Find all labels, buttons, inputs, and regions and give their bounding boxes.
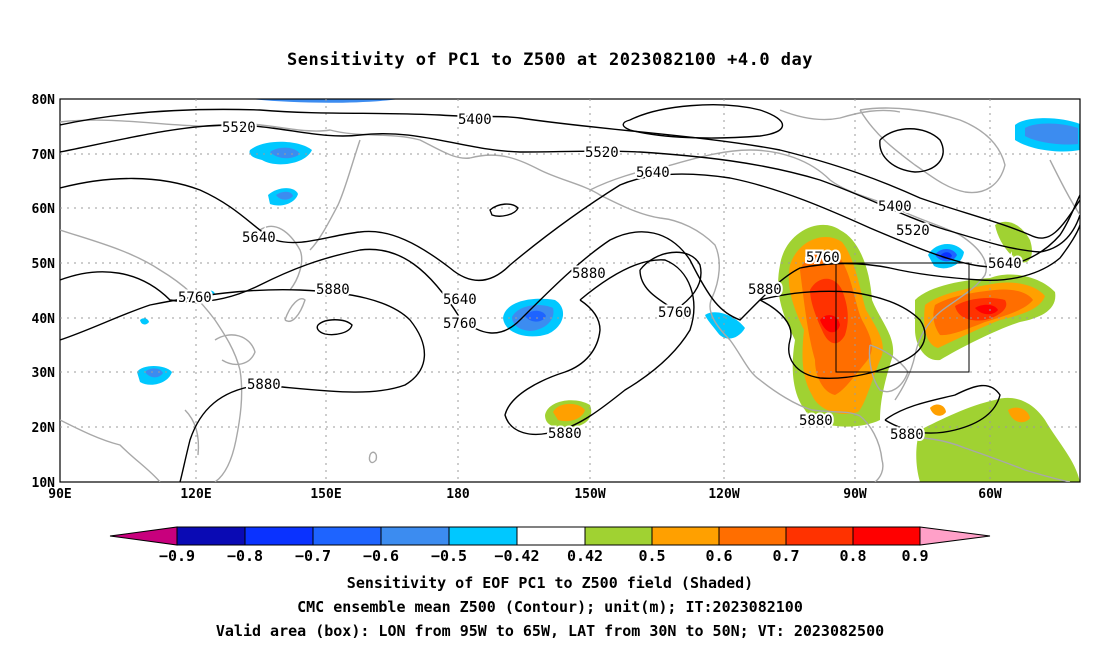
contour-label: 5520 <box>896 223 930 239</box>
valid-area-box <box>835 262 970 373</box>
caption-line-1: Sensitivity of EOF PC1 to Z500 field (Sh… <box>346 574 754 592</box>
contour-label: 5520 <box>585 145 619 161</box>
contour-label: 5880 <box>799 413 833 429</box>
colorbar-bin <box>176 526 246 546</box>
colorbar-label: 0.5 <box>638 547 665 565</box>
contour-label: 5880 <box>316 282 350 298</box>
colorbar-labels: −0.9 −0.8 −0.7 −0.6 −0.5 −0.42 0.42 0.5 … <box>159 547 929 565</box>
lon-label: 150W <box>574 487 605 502</box>
contour-label: 5880 <box>890 427 924 443</box>
positive-area-caribbean <box>916 397 1080 482</box>
colorbar-bin <box>516 526 586 546</box>
colorbar-label: −0.42 <box>494 547 539 565</box>
contour-label: 5760 <box>806 250 840 266</box>
contour-low-small <box>489 203 519 217</box>
lon-label: 150E <box>310 487 341 502</box>
contour-label: 5640 <box>242 230 276 246</box>
contour-label: 5640 <box>443 292 477 308</box>
longitude-labels: 90E 120E 150E 180 150W 120W 90W 60W <box>48 487 1002 502</box>
colorbar-bin <box>448 526 518 546</box>
contour-low-greenland <box>879 128 944 173</box>
colorbar-label: 0.42 <box>567 547 603 565</box>
contour-label: 5400 <box>878 199 912 215</box>
contour-5760 <box>60 224 1080 334</box>
lon-label: 120W <box>708 487 739 502</box>
lon-label: 90E <box>48 487 71 502</box>
caption-line-3: Valid area (box): LON from 95W to 65W, L… <box>215 622 885 640</box>
contour-labels: 5520 5400 5520 5640 5640 5400 5520 5760 … <box>176 110 1024 445</box>
contour-label: 5520 <box>222 120 256 136</box>
lon-label: 90W <box>843 487 867 502</box>
contour-5880-atlantic <box>884 384 1001 434</box>
contour-high-small <box>316 319 353 336</box>
contour-5520 <box>60 124 1080 253</box>
lon-label: 120E <box>180 487 211 502</box>
colorbar-label: −0.9 <box>159 547 195 565</box>
negative-area-arctic-north <box>250 99 400 103</box>
z500-contours <box>60 104 1080 482</box>
colorbar-high-arrow <box>919 526 991 546</box>
contour-label: 5880 <box>572 266 606 282</box>
colorbar-bin <box>852 526 921 546</box>
colorbar-label: −0.8 <box>227 547 263 565</box>
contour-5880-west <box>60 288 426 482</box>
latitude-labels: 80N 70N 60N 50N 40N 30N 20N 10N <box>32 93 56 491</box>
lat-label: 10N <box>32 476 56 491</box>
figure-title: Sensitivity of PC1 to Z500 at 2023082100… <box>286 50 813 70</box>
colorbar-bin <box>380 526 450 546</box>
colorbar <box>109 526 991 546</box>
contour-5400 <box>60 108 1080 239</box>
colorbar-label: 0.8 <box>839 547 866 565</box>
colorbar-bin <box>785 526 854 546</box>
lat-label: 30N <box>32 366 56 381</box>
colorbar-label: −0.6 <box>363 547 399 565</box>
map-frame <box>59 98 1081 483</box>
contour-5880-us <box>759 290 926 380</box>
colorbar-label: 0.9 <box>901 547 928 565</box>
colorbar-bin <box>651 526 720 546</box>
contour-low-pacific <box>622 104 783 139</box>
contour-label: 5880 <box>247 377 281 393</box>
lon-label: 180 <box>446 487 470 502</box>
lat-label: 50N <box>32 257 56 272</box>
contour-5880-east <box>504 259 695 436</box>
map-grid <box>59 98 1081 483</box>
colorbar-label: 0.7 <box>772 547 799 565</box>
contour-label: 5640 <box>988 256 1022 272</box>
contour-label: 5760 <box>178 290 212 306</box>
lat-label: 70N <box>32 148 56 163</box>
contour-label: 5760 <box>443 316 477 332</box>
colorbar-label: 0.6 <box>705 547 732 565</box>
lat-label: 60N <box>32 202 56 217</box>
colorbar-bin <box>584 526 653 546</box>
colorbar-label: −0.5 <box>431 547 467 565</box>
lat-label: 20N <box>32 421 56 436</box>
colorbar-bin <box>244 526 314 546</box>
colorbar-bin <box>718 526 787 546</box>
contour-label: 5880 <box>748 282 782 298</box>
lat-label: 40N <box>32 312 56 327</box>
lon-label: 60W <box>978 487 1002 502</box>
coastlines <box>60 107 1080 482</box>
colorbar-low-arrow <box>109 526 178 546</box>
contour-5640 <box>60 173 1080 282</box>
contour-label: 5880 <box>548 426 582 442</box>
colorbar-bin <box>312 526 382 546</box>
contour-label: 5640 <box>636 165 670 181</box>
colorbar-label: −0.7 <box>295 547 331 565</box>
negative-area-california <box>705 312 745 339</box>
lat-label: 80N <box>32 93 56 108</box>
contour-label: 5400 <box>458 112 492 128</box>
contour-label: 5760 <box>658 305 692 321</box>
caption-line-2: CMC ensemble mean Z500 (Contour); unit(m… <box>297 598 803 616</box>
contour-5640-trough <box>639 251 702 311</box>
